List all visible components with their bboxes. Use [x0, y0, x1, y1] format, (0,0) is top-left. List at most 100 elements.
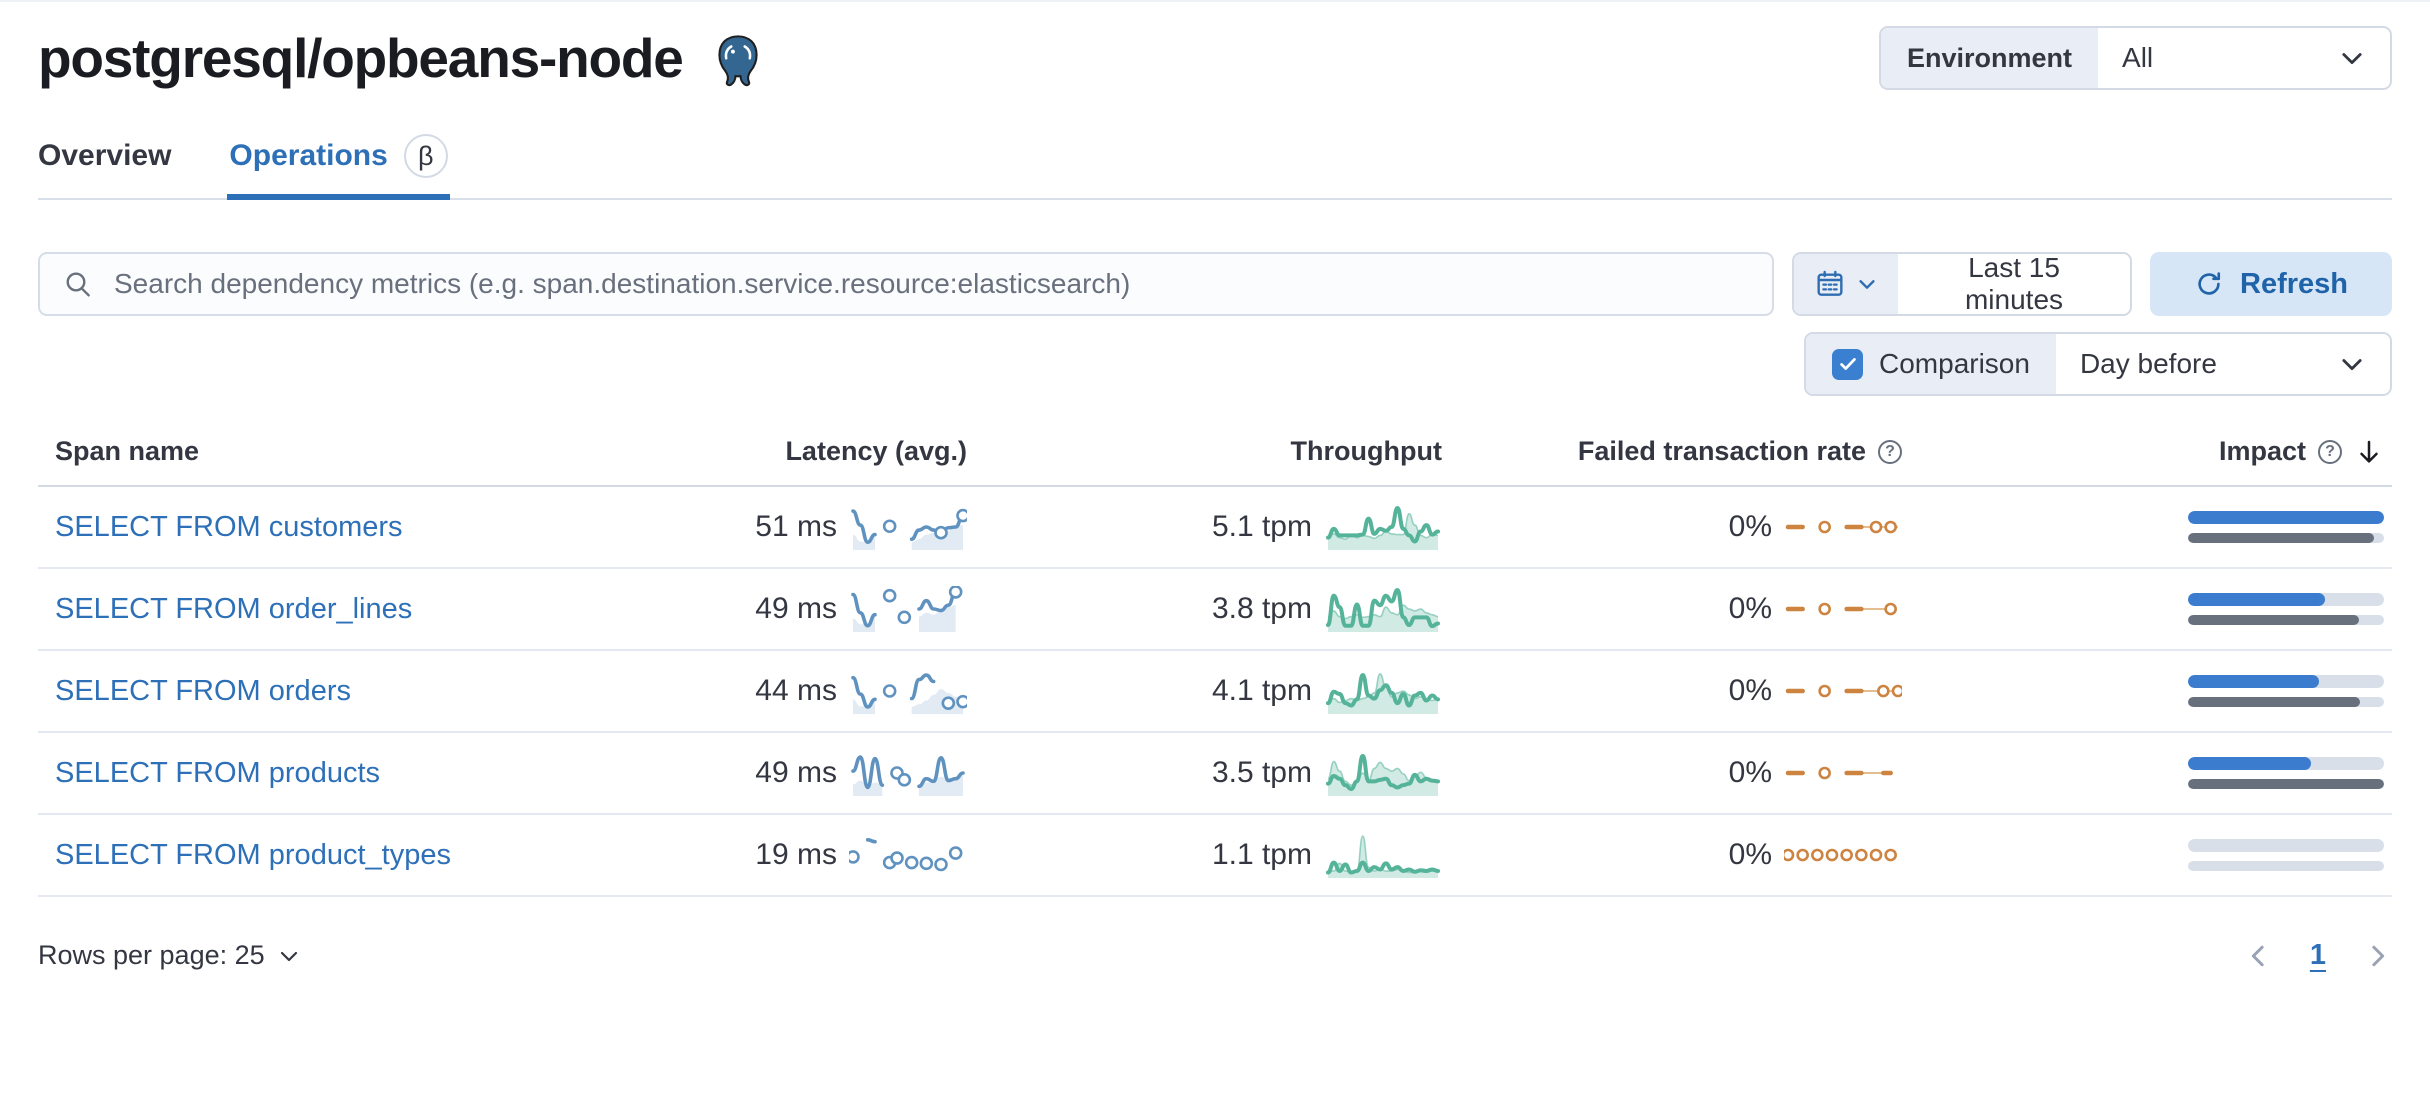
impact-bar-current [2188, 593, 2326, 606]
time-range-button[interactable]: Last 15 minutes [1898, 254, 2130, 314]
latency-sparkline [851, 508, 967, 550]
latency-value: 49 ms [755, 756, 837, 789]
time-picker: Last 15 minutes [1792, 252, 2132, 316]
chevron-down-icon [2342, 359, 2362, 371]
page-header: postgresql/opbeans-node Environment All [38, 2, 2392, 90]
latency-sparkline [849, 838, 963, 872]
time-quick-select-button[interactable] [1794, 254, 1898, 314]
span-name-link[interactable]: SELECT FROM order_lines [55, 592, 413, 625]
impact-bar-previous [2188, 615, 2359, 625]
comparison-checkbox[interactable] [1832, 348, 1863, 380]
impact-bar-current [2188, 675, 2320, 688]
failed-rate-sparkline [1784, 848, 1897, 862]
tab-operations[interactable]: Operations β [227, 134, 451, 200]
search-icon [66, 272, 90, 297]
table-footer: Rows per page: 25 1 [38, 939, 2392, 972]
environment-label: Environment [1881, 28, 2099, 88]
table-row: SELECT FROM product_types 19 ms 1.1 tpm … [38, 815, 2392, 897]
failed-rate-value: 0% [1728, 674, 1772, 707]
latency-value: 49 ms [755, 592, 837, 625]
time-range-value: Last 15 minutes [1964, 252, 2064, 315]
throughput-sparkline [1326, 506, 1440, 550]
postgresql-logo-icon [718, 35, 758, 87]
page-title: postgresql/opbeans-node [38, 27, 684, 89]
help-icon[interactable]: ? [1878, 439, 1902, 464]
operations-table: Span name Latency (avg.) Throughput Fail… [38, 436, 2392, 897]
impact-bar-previous [2188, 533, 2375, 543]
latency-sparkline [851, 673, 967, 714]
search-box[interactable] [38, 252, 1774, 316]
comparison-value: Day before [2079, 348, 2217, 379]
span-name-link[interactable]: SELECT FROM products [55, 756, 381, 789]
help-icon[interactable]: ? [2318, 439, 2342, 464]
table-row: SELECT FROM customers 51 ms 5.1 tpm 0% [38, 487, 2392, 569]
table-row: SELECT FROM products 49 ms 3.5 tpm 0% [38, 733, 2392, 815]
throughput-sparkline [1326, 835, 1440, 878]
rows-per-page-button[interactable]: Rows per page: 25 [38, 940, 301, 971]
column-header-failed-rate[interactable]: Failed transaction rate ? [1442, 436, 1902, 467]
throughput-value: 1.1 tpm [1211, 838, 1312, 871]
table-row: SELECT FROM order_lines 49 ms 3.8 tpm 0% [38, 569, 2392, 651]
refresh-label: Refresh [2240, 267, 2348, 300]
latency-sparkline [851, 586, 963, 632]
tab-overview[interactable]: Overview [38, 134, 171, 198]
comparison-select[interactable]: Day before [2056, 334, 2390, 394]
filter-bar: Last 15 minutes Refresh [38, 252, 2392, 316]
comparison-control: Comparison Day before [1804, 332, 2392, 396]
latency-sparkline [851, 755, 965, 796]
column-header-throughput[interactable]: Throughput [1290, 436, 1442, 466]
span-name-link[interactable]: SELECT FROM orders [55, 674, 351, 707]
impact-bar-current [2188, 511, 2384, 524]
tab-bar: Overview Operations β [38, 134, 2392, 200]
throughput-sparkline [1326, 673, 1440, 714]
failed-rate-sparkline [1785, 766, 1893, 780]
chevron-left-icon [2251, 945, 2264, 966]
column-header-latency[interactable]: Latency (avg.) [785, 436, 967, 466]
impact-bar-previous [2188, 697, 2361, 707]
impact-bars [2188, 757, 2384, 789]
impact-bars [2188, 511, 2384, 543]
throughput-sparkline [1326, 753, 1440, 796]
column-header-span-name: Span name [55, 436, 200, 466]
calendar-icon [1817, 270, 1843, 296]
title-group: postgresql/opbeans-node [38, 26, 765, 90]
page-number-1[interactable]: 1 [2309, 939, 2326, 971]
impact-bar-current [2188, 757, 2312, 770]
page: postgresql/opbeans-node Environment All … [0, 2, 2430, 972]
check-icon [1839, 358, 1856, 370]
failed-rate-value: 0% [1728, 592, 1772, 625]
column-header-impact[interactable]: Impact ? [1902, 436, 2392, 467]
failed-rate-value: 0% [1728, 510, 1772, 543]
failed-rate-sparkline [1785, 520, 1898, 534]
latency-value: 51 ms [755, 510, 837, 543]
tab-overview-label: Overview [38, 139, 172, 172]
previous-page-button[interactable] [2244, 941, 2274, 971]
impact-bars [2188, 675, 2384, 707]
beta-badge: β [403, 134, 448, 178]
rows-per-page-label: Rows per page: 25 [38, 940, 265, 970]
table-body: SELECT FROM customers 51 ms 5.1 tpm 0% S… [38, 487, 2392, 897]
throughput-value: 3.5 tpm [1211, 756, 1312, 789]
span-name-link[interactable]: SELECT FROM product_types [55, 838, 451, 871]
next-page-button[interactable] [2362, 941, 2392, 971]
tab-operations-label: Operations [229, 139, 388, 172]
impact-bar-previous [2188, 779, 2384, 789]
failed-rate-sparkline [1785, 684, 1902, 698]
chevron-right-icon [2372, 945, 2385, 966]
latency-value: 44 ms [755, 674, 837, 707]
throughput-value: 5.1 tpm [1211, 510, 1312, 543]
sort-desc-arrow-icon [2360, 440, 2378, 463]
span-name-link[interactable]: SELECT FROM customers [55, 510, 403, 543]
table-header-row: Span name Latency (avg.) Throughput Fail… [38, 436, 2392, 487]
throughput-value: 3.8 tpm [1211, 592, 1312, 625]
chevron-down-icon [2342, 53, 2362, 65]
impact-bars [2188, 839, 2384, 871]
pagination: 1 [2244, 939, 2392, 972]
throughput-value: 4.1 tpm [1211, 674, 1312, 707]
refresh-icon [2198, 272, 2221, 295]
comparison-label: Comparison [1879, 348, 2030, 379]
environment-select[interactable]: Environment All [1879, 26, 2392, 90]
search-input[interactable] [112, 267, 1750, 301]
refresh-button[interactable]: Refresh [2150, 252, 2392, 316]
impact-bars [2188, 593, 2384, 625]
